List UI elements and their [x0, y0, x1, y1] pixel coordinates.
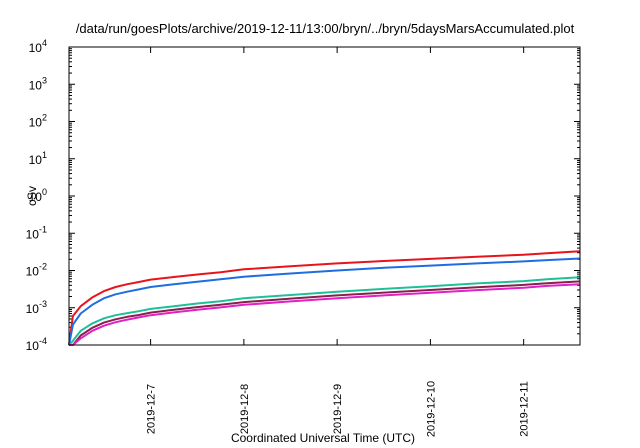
series-line-5 — [69, 283, 581, 346]
x-axis-ticks: 2019-12-7 2019-12-8 2019-12-9 2019-12-10 201… — [146, 47, 531, 437]
series-line-2 — [68, 257, 581, 346]
y-tick-label: 104 — [29, 38, 47, 55]
y-tick-label: 101 — [29, 150, 47, 167]
x-axis-label: Coordinated Universal Time (UTC) — [231, 431, 415, 445]
x-tick-label: 2019-12-8 — [239, 384, 251, 434]
y-tick-label: 10-4 — [26, 336, 47, 353]
series-line-3 — [68, 276, 581, 346]
series-layer — [68, 250, 581, 346]
y-tick-label: 103 — [29, 75, 47, 92]
y-tick-label: 102 — [29, 113, 47, 130]
x-tick-label: 2019-12-10 — [425, 381, 437, 437]
y-tick-label: 10-1 — [26, 224, 47, 241]
y-axis-label: cSv — [25, 186, 39, 206]
plot-frame — [68, 46, 581, 346]
x-tick-label: 2019-12-11 — [519, 381, 531, 436]
y-tick-label: 10-2 — [26, 262, 47, 279]
y-tick-label: 100 — [29, 187, 47, 204]
x-tick-label: 2019-12-7 — [146, 384, 158, 434]
chart-title: /data/run/goesPlots/archive/2019-12-11/1… — [76, 21, 575, 36]
y-tick-label: 10-3 — [26, 299, 47, 316]
series-line-1 — [68, 250, 581, 346]
y-axis-ticks: 10-4 10-3 10-2 10-1 100 101 102 103 104 — [26, 38, 580, 353]
series-line-4 — [69, 280, 581, 346]
x-tick-label: 2019-12-9 — [332, 384, 344, 434]
